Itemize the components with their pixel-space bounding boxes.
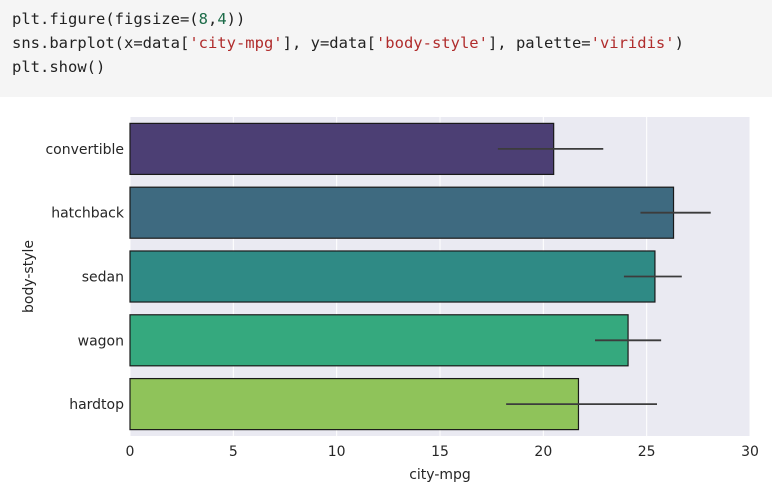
code-token: ], y=data[ xyxy=(282,34,376,52)
x-axis-label: city-mpg xyxy=(409,467,471,483)
x-tick-label: 10 xyxy=(328,444,346,460)
code-token: 4 xyxy=(217,10,227,28)
code-cell[interactable]: plt.figure(figsize=(8,4)) sns.barplot(x=… xyxy=(0,0,772,97)
code-token: 'body-style' xyxy=(375,34,488,52)
y-tick-label: hardtop xyxy=(69,397,124,413)
code-token: sns.barplot(x=data[ xyxy=(12,34,190,52)
x-tick-label: 0 xyxy=(126,444,135,460)
y-tick-label: convertible xyxy=(45,142,124,158)
cell-output: convertible hatchback sedan wagon hardtop 0 5 1… xyxy=(0,97,772,485)
y-tick-label: sedan xyxy=(82,270,124,286)
x-tick-label: 5 xyxy=(229,444,238,460)
code-token: ], palette= xyxy=(487,34,591,52)
bar xyxy=(129,122,555,176)
bar-chart: convertible hatchback sedan wagon hardtop 0 5 1… xyxy=(21,117,759,483)
x-tick-label: 30 xyxy=(741,444,759,460)
bar xyxy=(129,186,675,239)
code-token: 'city-mpg' xyxy=(189,34,283,52)
x-tick-label: 25 xyxy=(638,444,656,460)
bar xyxy=(129,314,629,367)
code-line: sns.barplot(x=data['city-mpg'], y=data['… xyxy=(12,31,772,55)
code-token: 8 xyxy=(198,10,208,28)
x-tick-label: 15 xyxy=(431,444,449,460)
code-line: plt.show() xyxy=(12,55,772,79)
y-tick-label: hatchback xyxy=(51,206,125,222)
bar xyxy=(129,250,656,303)
y-axis-label: body-style xyxy=(21,240,37,313)
code-token: plt.show() xyxy=(12,58,106,76)
y-tick-label: wagon xyxy=(78,333,124,349)
x-tick-label: 20 xyxy=(534,444,552,460)
code-token: , xyxy=(207,10,218,28)
code-token: 'viridis' xyxy=(590,34,675,52)
code-token: ) xyxy=(674,34,684,52)
code-token: )) xyxy=(226,10,246,28)
code-line: plt.figure(figsize=(8,4)) xyxy=(12,7,772,31)
code-token: plt.figure(figsize=( xyxy=(12,10,199,28)
